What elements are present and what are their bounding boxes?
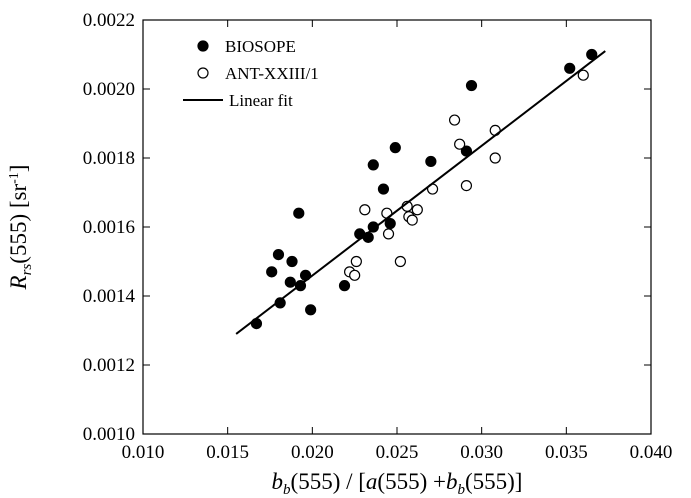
y-tick-label: 0.0016 bbox=[83, 217, 135, 238]
x-label-part: b bbox=[283, 482, 291, 498]
point bbox=[448, 114, 461, 126]
point bbox=[384, 217, 396, 230]
x-label-part: b bbox=[446, 469, 458, 494]
point bbox=[350, 255, 362, 268]
point bbox=[394, 255, 406, 268]
point bbox=[305, 304, 317, 316]
x-tick-label: 0.035 bbox=[545, 442, 588, 463]
point bbox=[382, 228, 395, 240]
point bbox=[272, 249, 285, 261]
y-label-part: -1 bbox=[7, 172, 22, 184]
x-label-part: (555) / [ bbox=[291, 469, 366, 494]
y-label-part: ] bbox=[6, 165, 31, 173]
y-label-part: (555) [sr bbox=[6, 184, 31, 264]
point bbox=[389, 142, 401, 154]
x-label-part: b bbox=[272, 469, 284, 494]
y-tick-label: 0.0014 bbox=[83, 286, 136, 307]
point bbox=[460, 180, 473, 192]
x-tick-label: 0.010 bbox=[122, 442, 165, 463]
x-axis-label: bb(555) / [a(555) +bb(555)] bbox=[272, 469, 523, 498]
plot-frame bbox=[142, 19, 652, 435]
point bbox=[564, 62, 576, 74]
point bbox=[577, 69, 589, 81]
x-label-part: a bbox=[366, 469, 378, 494]
x-label-part: b bbox=[457, 482, 465, 498]
point bbox=[406, 214, 418, 226]
legend-marker bbox=[197, 67, 209, 79]
y-tick-label: 0.0010 bbox=[83, 424, 135, 445]
legend-label: BIOSOPE bbox=[225, 37, 296, 56]
point bbox=[284, 276, 296, 288]
y-tick-label: 0.0012 bbox=[83, 355, 135, 376]
x-tick-label: 0.020 bbox=[291, 442, 334, 463]
point bbox=[293, 207, 305, 219]
fit-line bbox=[235, 50, 606, 335]
point bbox=[266, 266, 278, 278]
point bbox=[349, 269, 361, 281]
legend-label: Linear fit bbox=[229, 91, 293, 110]
point bbox=[338, 280, 351, 292]
y-label-part: rs bbox=[19, 264, 35, 276]
y-tick-label: 0.0018 bbox=[83, 148, 135, 169]
point bbox=[460, 145, 473, 157]
point bbox=[489, 152, 501, 164]
point bbox=[411, 204, 423, 216]
point bbox=[586, 48, 598, 61]
x-tick-label: 0.030 bbox=[460, 442, 503, 463]
point bbox=[367, 159, 379, 171]
point bbox=[359, 204, 371, 216]
x-label-part: (555) + bbox=[377, 469, 446, 494]
point bbox=[465, 79, 478, 92]
y-axis-label: Rrs(555) [sr-1] bbox=[6, 165, 35, 291]
y-tick-label: 0.0020 bbox=[83, 79, 135, 100]
point bbox=[454, 138, 466, 150]
x-label-part: (555)] bbox=[465, 469, 522, 494]
x-tick-label: 0.025 bbox=[376, 442, 419, 463]
x-tick-label: 0.015 bbox=[206, 442, 249, 463]
x-tick-label: 0.040 bbox=[630, 442, 673, 463]
legend-marker bbox=[197, 40, 209, 52]
legend-label: ANT-XXIII/1 bbox=[225, 64, 319, 83]
y-tick-label: 0.0022 bbox=[83, 10, 135, 31]
point bbox=[425, 155, 437, 168]
point bbox=[377, 183, 390, 195]
point bbox=[286, 255, 298, 268]
y-label-part: R bbox=[6, 275, 31, 290]
